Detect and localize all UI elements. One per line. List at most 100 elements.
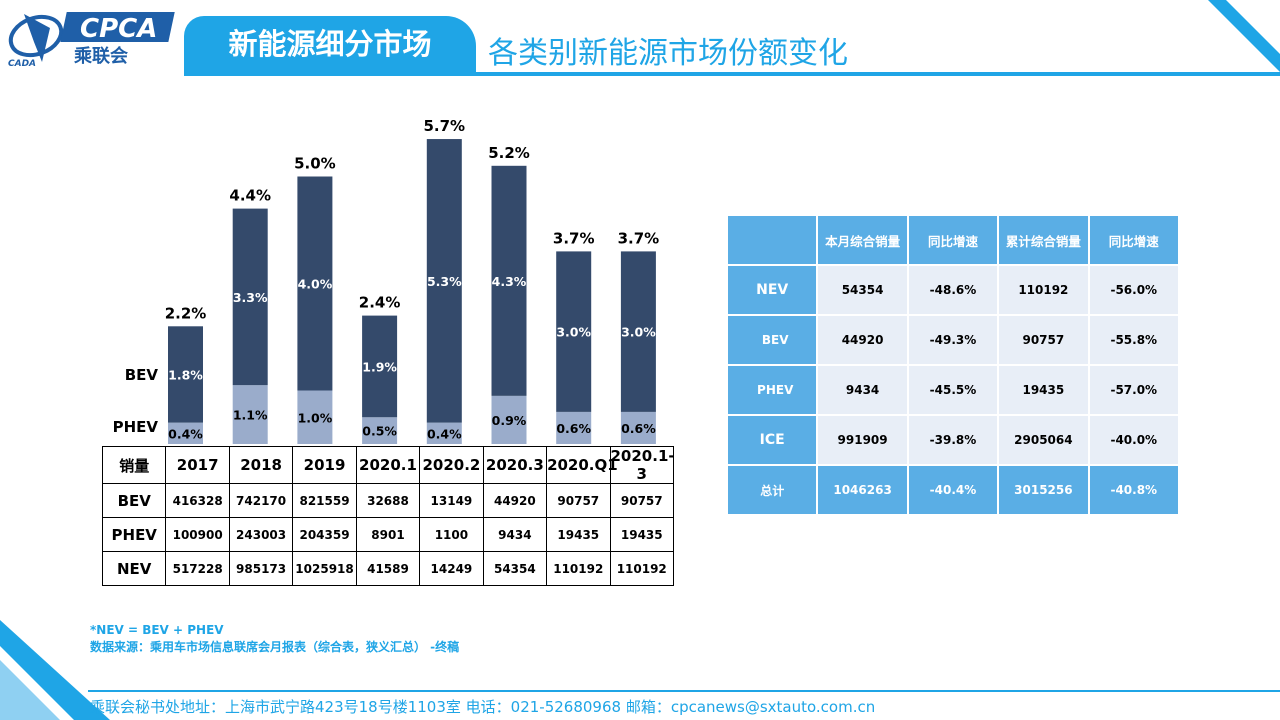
table-cell: -40.8% <box>1089 466 1178 514</box>
bar-phev <box>491 395 527 444</box>
table-cell: -39.8% <box>908 416 998 464</box>
bar-phev <box>362 417 398 444</box>
data-label-phev: 0.4% <box>168 426 203 441</box>
table-cell: 2905064 <box>999 416 1088 464</box>
summary-col-header: 本月综合销量 <box>818 216 907 264</box>
data-label-phev: 1.1% <box>233 408 268 423</box>
table-cell: 1100 <box>419 517 484 552</box>
summary-table: 本月综合销量 同比增速 累计综合销量 同比增速 NEV 54354 -48.6%… <box>726 214 1180 516</box>
table-cell: 204359 <box>292 517 357 552</box>
data-label-total: 5.2% <box>488 144 530 162</box>
table-row: BEV 416328 742170 821559 32688 13149 449… <box>101 483 674 518</box>
row-label: 总计 <box>728 466 817 514</box>
section-title: 新能源细分市场 <box>184 16 476 72</box>
summary-col-header: 同比增速 <box>1089 216 1178 264</box>
data-label-total: 2.2% <box>165 304 207 322</box>
data-label-bev: 1.8% <box>168 367 203 382</box>
data-label-phev: 1.0% <box>298 410 333 425</box>
table-cell: -45.5% <box>908 366 998 414</box>
row-label: NEV <box>728 266 817 314</box>
table-cell: 3015256 <box>999 466 1088 514</box>
table-row: NEV 517228 985173 1025918 41589 14249 54… <box>101 551 674 586</box>
bar-phev <box>556 411 592 444</box>
data-source-note: 数据来源：乘用车市场信息联席会月报表（综合表，狭义汇总） -终稿 <box>90 640 460 654</box>
data-label-phev: 0.6% <box>621 421 656 436</box>
data-label-bev: 4.0% <box>298 277 333 292</box>
sales-col-header: 2017 <box>165 446 230 484</box>
table-cell: 1025918 <box>292 551 357 586</box>
sales-col-header: 2018 <box>228 446 294 484</box>
data-label-phev: 0.4% <box>427 426 462 441</box>
table-cell: 54354 <box>482 551 548 586</box>
nev-definition-note: *NEV = BEV + PHEV <box>90 623 224 637</box>
table-cell: 8901 <box>355 517 421 552</box>
data-label-total: 3.7% <box>553 229 595 247</box>
series-label-bev: BEV <box>125 366 159 384</box>
table-cell: 100900 <box>165 517 230 552</box>
table-cell: 90757 <box>609 483 674 518</box>
sales-table-header: 销量 2017 2018 2019 2020.1 2020.2 2020.3 2… <box>101 446 675 484</box>
table-cell: 14249 <box>419 551 484 586</box>
row-label: BEV <box>728 316 817 364</box>
table-cell: 742170 <box>228 483 294 518</box>
data-label-bev: 1.9% <box>362 359 397 374</box>
row-label: ICE <box>728 416 817 464</box>
data-label-phev: 0.6% <box>556 421 591 436</box>
table-cell: 517228 <box>165 551 230 586</box>
svg-text:CADA: CADA <box>8 59 36 68</box>
sales-col-header: 2020.1 <box>355 446 421 484</box>
source-notes: *NEV = BEV + PHEV 数据来源：乘用车市场信息联席会月报表（综合表… <box>90 622 459 656</box>
page-subtitle: 各类别新能源市场份额变化 <box>488 36 848 71</box>
data-label-phev: 0.9% <box>492 413 527 428</box>
data-label-total: 5.0% <box>294 155 336 173</box>
table-cell: 32688 <box>355 483 421 518</box>
table-cell: -40.4% <box>908 466 998 514</box>
table-cell: 991909 <box>818 416 907 464</box>
row-label: BEV <box>101 483 167 518</box>
table-cell: -55.8% <box>1089 316 1178 364</box>
bar-phev <box>620 411 656 444</box>
footer-divider <box>88 690 1280 692</box>
data-label-total: 3.7% <box>618 229 660 247</box>
table-cell: 1046263 <box>818 466 907 514</box>
table-row: PHEV 100900 243003 204359 8901 1100 9434… <box>101 517 674 552</box>
bar-phev <box>232 385 268 444</box>
data-label-total: 5.7% <box>423 117 465 135</box>
data-label-phev: 0.5% <box>362 424 397 439</box>
bar-phev <box>426 422 462 444</box>
table-cell: -40.0% <box>1089 416 1178 464</box>
summary-table-header: 本月综合销量 同比增速 累计综合销量 同比增速 <box>728 216 1178 264</box>
summary-col-header: 累计综合销量 <box>999 216 1088 264</box>
corner-decoration-top-right <box>1208 0 1280 72</box>
data-label-total: 2.4% <box>359 294 401 312</box>
bar-phev <box>297 390 333 444</box>
table-cell: 985173 <box>228 551 294 586</box>
cpca-logo: CPCA 乘联会 CADA <box>8 12 175 68</box>
table-cell: 44920 <box>818 316 907 364</box>
table-cell: 110192 <box>609 551 674 586</box>
sales-col-header: 2019 <box>292 446 357 484</box>
table-cell: 9434 <box>482 517 548 552</box>
data-label-bev: 3.3% <box>233 290 268 305</box>
bar-phev <box>168 422 203 444</box>
table-row: PHEV 9434 -45.5% 19435 -57.0% <box>728 366 1178 414</box>
table-cell: 54354 <box>818 266 907 314</box>
table-row: BEV 44920 -49.3% 90757 -55.8% <box>728 316 1178 364</box>
data-label-bev: 5.3% <box>427 274 462 289</box>
table-cell: 90757 <box>546 483 611 518</box>
svg-text:CPCA: CPCA <box>80 14 157 44</box>
bar-bev <box>491 165 527 396</box>
table-cell: 243003 <box>228 517 294 552</box>
svg-text:乘联会: 乘联会 <box>73 45 128 67</box>
bar-bev <box>297 176 333 391</box>
table-cell: 19435 <box>999 366 1088 414</box>
table-cell: 110192 <box>999 266 1088 314</box>
summary-col-header <box>728 216 817 264</box>
sales-col-header: 2020.3 <box>482 446 548 484</box>
sales-table-corner: 销量 <box>101 446 167 484</box>
bar-bev <box>620 251 656 412</box>
summary-total-row: 总计 1046263 -40.4% 3015256 -40.8% <box>728 466 1178 514</box>
table-row: NEV 54354 -48.6% 110192 -56.0% <box>728 266 1178 314</box>
sales-col-header: 2020.2 <box>419 446 484 484</box>
series-label-phev: PHEV <box>113 418 159 436</box>
